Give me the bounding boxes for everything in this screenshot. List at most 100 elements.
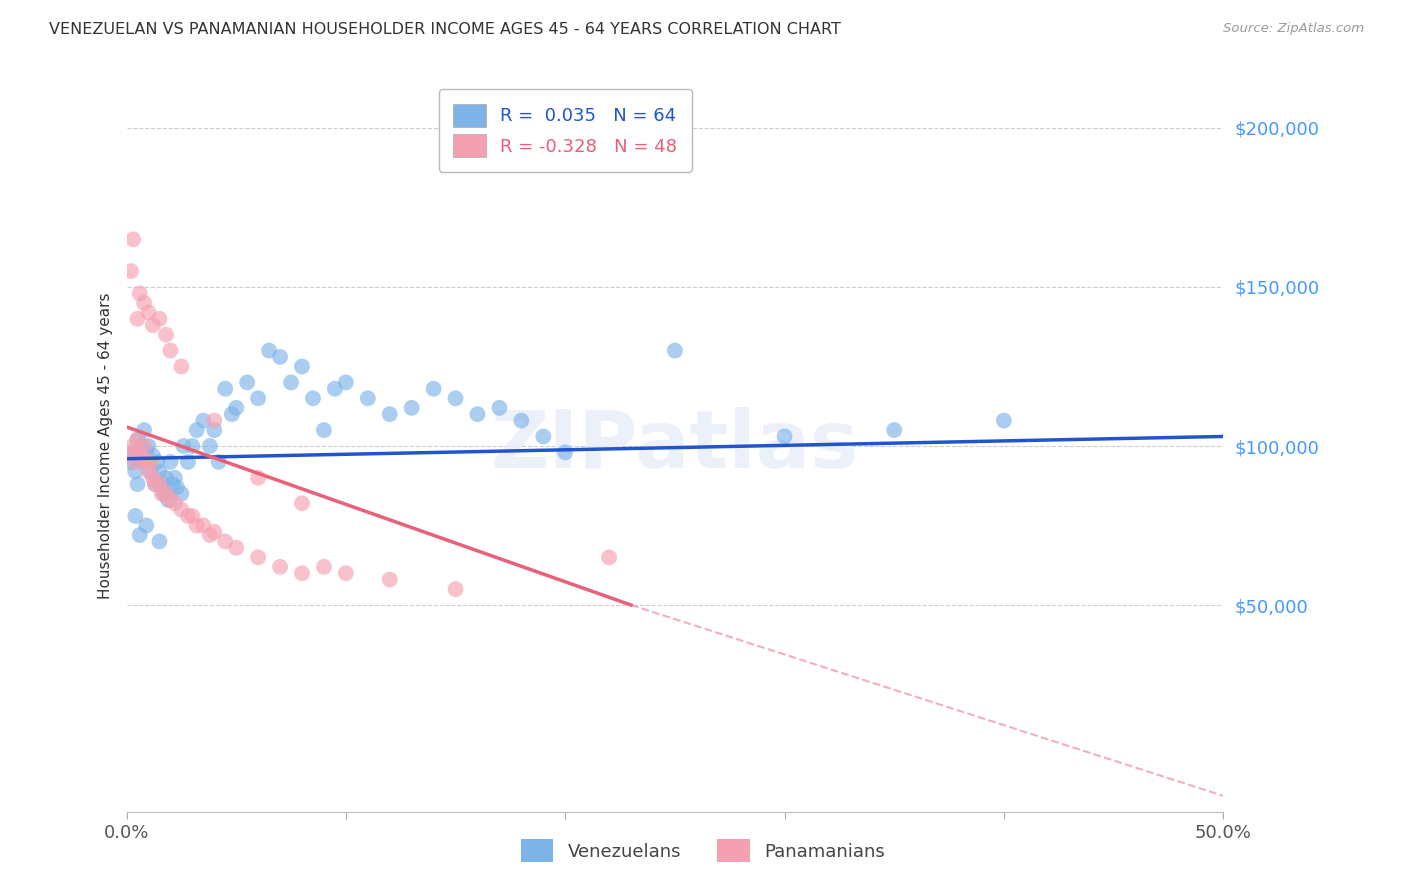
Point <box>467 407 489 421</box>
Point <box>291 496 314 510</box>
Point <box>159 343 181 358</box>
Point <box>127 433 149 447</box>
Point <box>127 311 149 326</box>
Point <box>177 508 200 523</box>
Point <box>127 477 149 491</box>
Point <box>170 502 193 516</box>
Point <box>422 382 444 396</box>
Point <box>186 423 208 437</box>
Point <box>378 407 401 421</box>
Point <box>335 376 357 390</box>
Point <box>444 392 467 406</box>
Point <box>155 471 177 485</box>
Point <box>214 534 236 549</box>
Point <box>138 305 160 319</box>
Point <box>269 559 291 574</box>
Point <box>131 451 153 466</box>
Point <box>291 566 314 581</box>
Point <box>378 573 401 587</box>
Point <box>323 382 346 396</box>
Point <box>150 486 173 500</box>
Point <box>135 518 157 533</box>
Legend: Venezuelans, Panamanians: Venezuelans, Panamanians <box>513 832 893 870</box>
Point <box>128 445 150 459</box>
Point <box>166 480 188 494</box>
Point <box>225 401 247 415</box>
Point <box>225 541 247 555</box>
Point <box>302 392 325 406</box>
Point <box>181 439 204 453</box>
Point <box>357 392 380 406</box>
Point <box>148 477 170 491</box>
Point <box>142 449 165 463</box>
Point <box>132 439 155 453</box>
Point <box>146 455 169 469</box>
Point <box>247 550 270 565</box>
Point <box>214 382 236 396</box>
Point <box>236 376 259 390</box>
Point <box>150 477 173 491</box>
Point <box>128 451 150 466</box>
Point <box>170 486 193 500</box>
Point <box>401 401 423 415</box>
Point <box>124 508 146 523</box>
Text: ZIPatlas: ZIPatlas <box>491 407 859 485</box>
Point <box>221 407 243 421</box>
Point <box>162 477 184 491</box>
Point <box>170 359 193 374</box>
Point <box>510 413 533 427</box>
Point <box>122 445 145 459</box>
Point <box>177 455 200 469</box>
Point <box>159 455 181 469</box>
Y-axis label: Householder Income Ages 45 - 64 years: Householder Income Ages 45 - 64 years <box>97 293 112 599</box>
Point <box>128 286 150 301</box>
Point <box>181 508 204 523</box>
Point <box>773 429 796 443</box>
Text: VENEZUELAN VS PANAMANIAN HOUSEHOLDER INCOME AGES 45 - 64 YEARS CORRELATION CHART: VENEZUELAN VS PANAMANIAN HOUSEHOLDER INC… <box>49 22 841 37</box>
Point <box>135 445 157 459</box>
Point <box>139 465 162 479</box>
Point <box>554 445 576 459</box>
Point <box>202 413 225 427</box>
Point <box>247 471 270 485</box>
Point <box>155 327 177 342</box>
Point <box>127 433 149 447</box>
Point <box>247 392 270 406</box>
Point <box>153 486 176 500</box>
Point <box>132 423 155 437</box>
Point <box>155 486 177 500</box>
Point <box>488 401 510 415</box>
Point <box>143 477 166 491</box>
Point <box>163 471 186 485</box>
Point <box>128 528 150 542</box>
Text: Source: ZipAtlas.com: Source: ZipAtlas.com <box>1223 22 1364 36</box>
Point <box>312 559 335 574</box>
Point <box>291 359 314 374</box>
Point <box>122 232 145 246</box>
Point <box>131 439 153 453</box>
Point <box>120 264 142 278</box>
Point <box>139 455 162 469</box>
Point <box>135 455 157 469</box>
Point <box>186 518 208 533</box>
Point <box>157 493 180 508</box>
Point <box>280 376 302 390</box>
Point <box>208 455 231 469</box>
Point <box>269 350 291 364</box>
Point <box>124 465 146 479</box>
Point <box>132 296 155 310</box>
Legend: R =  0.035   N = 64, R = -0.328   N = 48: R = 0.035 N = 64, R = -0.328 N = 48 <box>439 89 692 172</box>
Point <box>883 423 905 437</box>
Point <box>148 534 170 549</box>
Point <box>148 311 170 326</box>
Point <box>198 528 221 542</box>
Point <box>312 423 335 437</box>
Point <box>148 465 170 479</box>
Point <box>993 413 1015 427</box>
Point <box>198 439 221 453</box>
Point <box>173 439 195 453</box>
Point <box>138 465 160 479</box>
Point <box>193 518 215 533</box>
Point <box>122 439 145 453</box>
Point <box>159 493 181 508</box>
